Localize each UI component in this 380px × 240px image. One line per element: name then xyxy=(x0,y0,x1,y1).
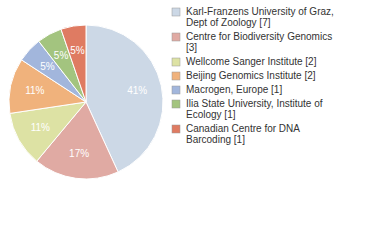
legend-line: [3] xyxy=(186,42,197,53)
legend-swatch xyxy=(172,86,180,94)
data-label: 11% xyxy=(25,85,44,96)
legend-label: Ilia State University, Institute ofEcolo… xyxy=(186,98,323,120)
legend-label: Karl-Franzens University of Graz,Dept of… xyxy=(186,6,334,28)
legend-swatch xyxy=(172,100,180,108)
legend-label: Wellcome Sanger Institute [2] xyxy=(186,56,317,67)
legend-line: Ecology [1] xyxy=(186,109,236,120)
legend-line: Beijing Genomics Institute [2] xyxy=(186,70,316,81)
data-label: 5% xyxy=(54,50,69,61)
legend-line: Canadian Centre for DNA xyxy=(186,123,300,134)
legend-line: Macrogen, Europe [1] xyxy=(186,84,282,95)
legend-line: Barcoding [1] xyxy=(186,134,245,145)
data-label: 17% xyxy=(69,148,89,159)
pie xyxy=(9,25,163,179)
legend: Karl-Franzens University of Graz,Dept of… xyxy=(172,6,334,145)
chart: 41%17%11%11%5%5%5%Karl-Franzens Universi… xyxy=(0,0,380,240)
legend-label: Beijing Genomics Institute [2] xyxy=(186,70,316,81)
data-label: 41% xyxy=(127,85,147,96)
data-labels: 41%17%11%11%5%5%5% xyxy=(25,45,147,160)
data-label: 11% xyxy=(31,122,50,133)
data-label: 5% xyxy=(70,45,85,56)
legend-swatch xyxy=(172,58,180,66)
legend-swatch xyxy=(172,33,180,41)
legend-swatch xyxy=(172,8,180,16)
legend-swatch xyxy=(172,125,180,133)
legend-label: Canadian Centre for DNABarcoding [1] xyxy=(186,123,300,145)
legend-label: Macrogen, Europe [1] xyxy=(186,84,282,95)
legend-swatch xyxy=(172,72,180,80)
data-label: 5% xyxy=(40,61,55,72)
legend-line: Dept of Zoology [7] xyxy=(186,17,271,28)
slice xyxy=(61,25,86,102)
legend-line: Centre for Biodiversity Genomics xyxy=(186,31,332,42)
legend-line: Karl-Franzens University of Graz, xyxy=(186,6,334,17)
legend-line: Wellcome Sanger Institute [2] xyxy=(186,56,317,67)
legend-label: Centre for Biodiversity Genomics[3] xyxy=(186,31,332,53)
legend-line: Ilia State University, Institute of xyxy=(186,98,323,109)
